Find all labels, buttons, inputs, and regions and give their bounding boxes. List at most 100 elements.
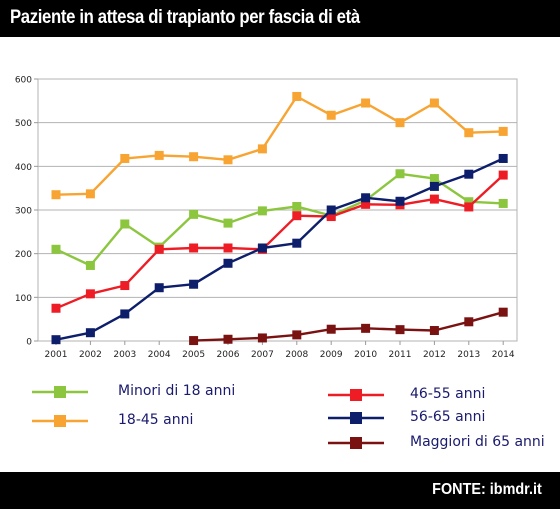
data-point	[51, 244, 61, 254]
legend-marker	[350, 412, 362, 424]
data-point	[498, 126, 508, 136]
data-point	[464, 128, 474, 138]
y-tick-label: 200	[15, 250, 32, 260]
data-point	[395, 325, 405, 335]
x-tick-label: 2006	[217, 350, 240, 360]
legend-swatch	[328, 412, 384, 424]
series-line	[55, 174, 505, 310]
data-point	[429, 181, 439, 191]
data-point	[326, 324, 336, 334]
data-point	[189, 152, 199, 162]
x-tick-label: 2004	[148, 350, 171, 360]
data-point	[154, 244, 164, 254]
x-tick-label: 2008	[285, 350, 308, 360]
series-line	[55, 157, 504, 341]
footer-bar: FONTE: ibmdr.it	[0, 472, 560, 509]
series-line	[193, 311, 504, 342]
header-bar: Paziente in attesa di trapianto per fasc…	[0, 0, 560, 37]
data-point	[189, 209, 199, 219]
data-point	[292, 202, 302, 212]
data-point	[361, 193, 371, 203]
data-point	[189, 279, 199, 289]
x-tick-label: 2012	[423, 350, 446, 360]
data-point	[395, 169, 405, 179]
series-line	[55, 172, 504, 267]
data-point	[154, 283, 164, 293]
data-point	[292, 330, 302, 340]
legend-item: 56-65 anni	[326, 408, 556, 428]
legend-swatch	[328, 389, 384, 401]
data-point	[464, 202, 474, 212]
y-tick-label: 600	[15, 76, 32, 86]
data-point	[51, 335, 61, 345]
x-tick-label: 2005	[182, 350, 205, 360]
data-point	[326, 212, 336, 222]
data-point	[326, 205, 336, 215]
x-tick-label: 2002	[79, 350, 102, 360]
data-point	[257, 243, 267, 253]
x-tick-label: 2011	[389, 350, 412, 360]
y-tick-label: 500	[15, 119, 32, 129]
source-credit: FONTE: ibmdr.it	[432, 481, 542, 498]
data-point	[189, 336, 199, 346]
data-point	[85, 289, 95, 299]
data-point	[85, 260, 95, 270]
data-point	[498, 153, 508, 163]
data-point	[292, 211, 302, 221]
x-tick-label: 2007	[251, 350, 274, 360]
data-point	[292, 238, 302, 248]
data-point	[395, 196, 405, 206]
data-point	[51, 303, 61, 313]
data-point	[257, 333, 267, 343]
legend-item: 18-45 anni	[30, 411, 260, 431]
y-tick-label: 100	[15, 294, 32, 304]
data-point	[51, 190, 61, 200]
data-point	[223, 258, 233, 268]
legend-item: Minori di 18 anni	[30, 382, 260, 402]
data-point	[223, 155, 233, 165]
series-56-65-anni	[51, 153, 508, 345]
x-tick-label: 2014	[492, 350, 515, 360]
data-point	[120, 281, 130, 291]
legend-label: 46-55 anni	[410, 386, 486, 402]
legend-label: Minori di 18 anni	[118, 383, 236, 399]
data-point	[257, 144, 267, 154]
x-tick-label: 2009	[320, 350, 343, 360]
x-tick-label: 2001	[45, 350, 68, 360]
legend-marker	[54, 415, 66, 427]
x-tick-label: 2013	[457, 350, 480, 360]
data-point	[429, 174, 439, 184]
y-tick-label: 300	[15, 207, 32, 217]
data-point	[223, 218, 233, 228]
data-point	[120, 153, 130, 163]
y-tick-label: 400	[15, 163, 32, 173]
x-tick-label: 2003	[113, 350, 136, 360]
data-point	[498, 307, 508, 317]
data-point	[292, 91, 302, 101]
legend-marker	[350, 389, 362, 401]
legend-swatch	[32, 415, 88, 427]
series-line	[55, 95, 504, 196]
legend-swatch	[32, 386, 88, 398]
legend-label: 18-45 anni	[118, 412, 194, 428]
data-point	[361, 323, 371, 333]
data-point	[429, 194, 439, 204]
legend-swatch	[328, 437, 384, 449]
data-point	[189, 243, 199, 253]
data-point	[85, 189, 95, 199]
data-point	[120, 309, 130, 319]
data-point	[223, 243, 233, 253]
data-point	[464, 169, 474, 179]
line-chart: 0 100 200 300 400 500 600 2001 2002 2003 2004 2005 2…	[15, 76, 518, 360]
x-tick-label: 2010	[354, 350, 377, 360]
series-maggiori-di-65-anni	[189, 307, 508, 346]
data-point	[498, 198, 508, 208]
y-tick-label: 0	[26, 338, 32, 348]
data-point	[395, 118, 405, 128]
page-title: Paziente in attesa di trapianto per fasc…	[10, 7, 360, 28]
legend-label: Maggiori di 65 anni	[410, 434, 545, 450]
data-point	[120, 219, 130, 229]
legend-marker	[350, 437, 362, 449]
data-point	[429, 98, 439, 108]
data-point	[464, 197, 474, 207]
